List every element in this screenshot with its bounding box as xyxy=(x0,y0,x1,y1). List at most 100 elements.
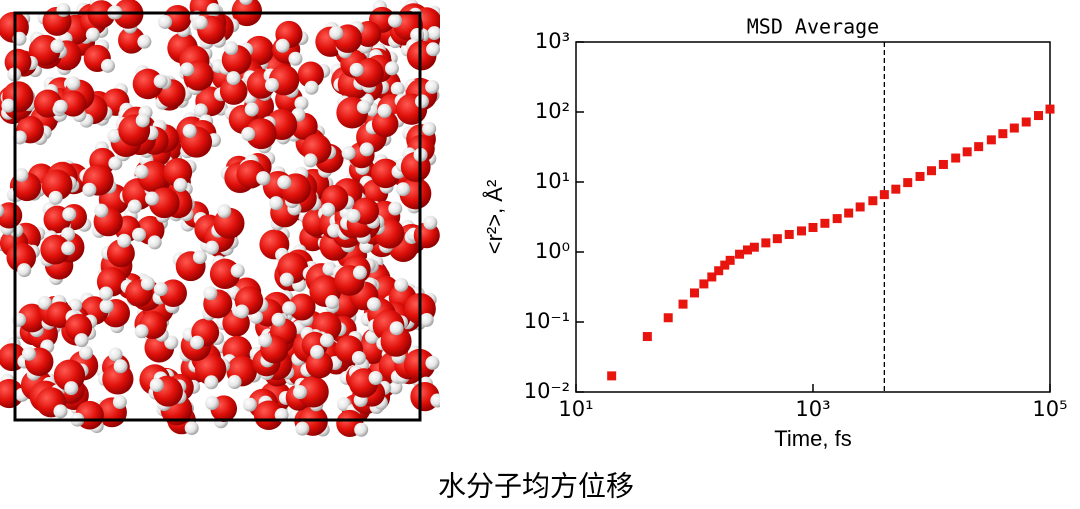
hydrogen-atom xyxy=(112,395,127,410)
hydrogen-atom xyxy=(224,41,239,56)
hydrogen-atom xyxy=(422,121,437,136)
oxygen-atom xyxy=(305,351,333,379)
data-point xyxy=(1021,117,1031,127)
data-point xyxy=(714,266,724,276)
hydrogen-atom xyxy=(321,202,336,217)
hydrogen-atom xyxy=(230,263,245,278)
data-point xyxy=(725,255,735,265)
data-point xyxy=(663,313,673,323)
hydrogen-atom xyxy=(61,227,76,242)
hydrogen-atom xyxy=(356,100,371,115)
hydrogen-atom xyxy=(62,207,77,222)
oxygen-atom xyxy=(380,325,412,357)
hydrogen-atom xyxy=(192,250,207,265)
hydrogen-atom xyxy=(117,233,132,248)
data-point xyxy=(607,371,617,381)
data-point xyxy=(1009,123,1019,133)
data-point xyxy=(797,226,807,236)
hydrogen-atom xyxy=(85,27,100,42)
data-point xyxy=(1045,104,1055,114)
hydrogen-atom xyxy=(131,227,146,242)
hydrogen-atom xyxy=(279,272,294,287)
hydrogen-atom xyxy=(48,190,63,205)
hydrogen-atom xyxy=(327,223,342,238)
hydrogen-atom xyxy=(388,201,403,216)
hydrogen-atom xyxy=(113,359,128,374)
hydrogen-atom xyxy=(193,103,208,118)
msd-chart: 10¹ 10³ 10⁵ 10⁻² 10⁻¹ 10⁰ 10¹ 10² 10³ xyxy=(524,29,1068,421)
hydrogen-atom xyxy=(217,204,232,219)
y-tick-label: 10⁻¹ xyxy=(524,309,570,333)
hydrogen-atom xyxy=(244,102,259,117)
data-point xyxy=(749,242,759,252)
oxygen-atom xyxy=(41,169,73,201)
hydrogen-atom xyxy=(354,422,369,437)
hydrogen-atom xyxy=(61,241,76,256)
hydrogen-atom xyxy=(394,277,409,292)
hydrogen-atom xyxy=(66,76,81,91)
hydrogen-atom xyxy=(74,333,89,348)
hydrogen-atom xyxy=(53,99,68,114)
oxygen-atom xyxy=(46,301,73,328)
hydrogen-atom xyxy=(180,62,195,77)
hydrogen-atom xyxy=(56,3,71,18)
y-axis-label: <r²>, Å² xyxy=(482,180,507,255)
y-tick-label: 10⁻² xyxy=(524,379,570,403)
hydrogen-atom xyxy=(329,25,344,40)
data-point xyxy=(915,171,925,181)
oxygen-atom xyxy=(118,26,145,54)
hydrogen-atom xyxy=(396,182,411,197)
data-point xyxy=(690,288,699,298)
data-point xyxy=(986,135,996,145)
hydrogen-atom xyxy=(153,74,168,89)
hydrogen-atom xyxy=(127,199,142,214)
oxygen-atom xyxy=(0,378,24,409)
y-tick-label: 10¹ xyxy=(535,169,570,193)
oxygen-atom xyxy=(17,303,47,333)
hydrogen-atom xyxy=(37,295,52,310)
data-point xyxy=(1034,111,1044,121)
hydrogen-atom xyxy=(17,263,32,278)
hydrogen-atom xyxy=(204,240,219,255)
hydrogen-atom xyxy=(377,103,392,118)
data-point xyxy=(761,238,771,248)
hydrogen-atom xyxy=(282,301,297,316)
hydrogen-atom xyxy=(349,62,364,77)
hydrogen-atom xyxy=(265,78,280,93)
hydrogen-atom xyxy=(295,421,310,436)
data-point xyxy=(699,279,709,289)
data-point xyxy=(720,260,730,270)
oxygen-atom xyxy=(244,35,274,66)
x-axis-label: Time, fs xyxy=(774,426,851,451)
data-point xyxy=(678,299,688,309)
hydrogen-atom xyxy=(425,355,440,370)
hydrogen-atom xyxy=(241,127,256,142)
data-point xyxy=(903,178,913,188)
hydrogen-atom xyxy=(414,94,429,109)
data-point xyxy=(868,196,878,206)
hydrogen-atom xyxy=(14,168,29,183)
hydrogen-atom xyxy=(50,39,65,54)
hydrogen-atom xyxy=(275,38,290,53)
hydrogen-atom xyxy=(319,333,334,348)
hydrogen-atom xyxy=(0,204,4,217)
oxygen-atom xyxy=(297,61,324,88)
hydrogen-atom xyxy=(99,299,114,314)
hydrogen-atom xyxy=(137,34,152,49)
oxygen-atom xyxy=(40,234,71,265)
hydrogen-atom xyxy=(368,370,383,385)
data-point xyxy=(844,208,854,218)
data-point xyxy=(998,129,1008,139)
hydrogen-atom xyxy=(425,79,440,94)
hydrogen-atom xyxy=(79,345,94,360)
simulation-box xyxy=(13,11,422,422)
hydrogen-atom xyxy=(182,123,197,138)
y-tick-label: 10² xyxy=(535,99,570,123)
data-point xyxy=(808,222,818,232)
oxygen-atom xyxy=(132,68,164,100)
hydrogen-atom xyxy=(1,98,16,113)
hydrogen-atom xyxy=(277,175,292,190)
hydrogen-atom xyxy=(269,196,284,211)
